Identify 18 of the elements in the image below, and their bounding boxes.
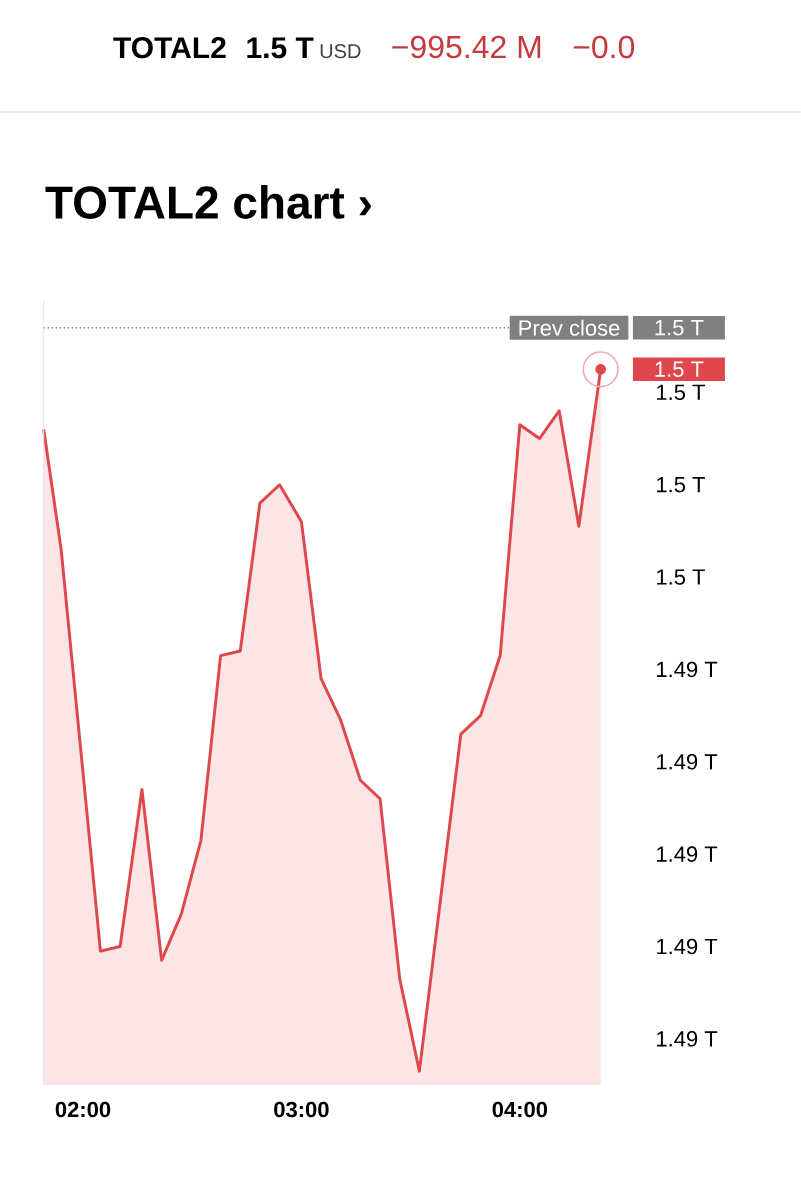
y-tick-label: 1.49 T: [656, 846, 718, 862]
y-tick-label: 1.49 T: [656, 753, 718, 770]
y-tick-label: 1.5 T: [656, 384, 705, 401]
text: USD: [320, 44, 361, 59]
y-tick-label: 1.49 T: [656, 1031, 718, 1047]
text: −0.0: [573, 35, 634, 59]
x-tick-label: 03:00: [274, 1101, 329, 1118]
x-tick-label: 02:00: [55, 1101, 111, 1118]
y-tick-label: 1.49 T: [656, 938, 718, 955]
chart-title: TOTAL2 chart ›: [45, 185, 371, 219]
y-tick-label: 1.5 T: [656, 569, 705, 585]
x-tick-label: 04:00: [492, 1101, 547, 1118]
ref-line-label: Prev close: [519, 319, 620, 336]
y-tick-label: 1.5 T: [656, 477, 705, 493]
text: 1.5 T: [247, 37, 314, 59]
y-tick-label: 1.49 T: [656, 661, 718, 678]
text: TOTAL2: [113, 37, 226, 59]
text: −995.42 M: [392, 35, 541, 59]
